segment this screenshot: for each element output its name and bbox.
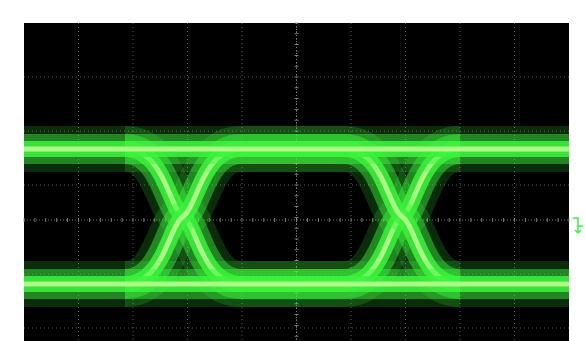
graticule <box>23 22 570 341</box>
down-arrow-icon[interactable] <box>4 3 18 23</box>
trigger-level-arrow-icon[interactable] <box>571 216 585 236</box>
eye-diagram-trace <box>24 126 569 307</box>
